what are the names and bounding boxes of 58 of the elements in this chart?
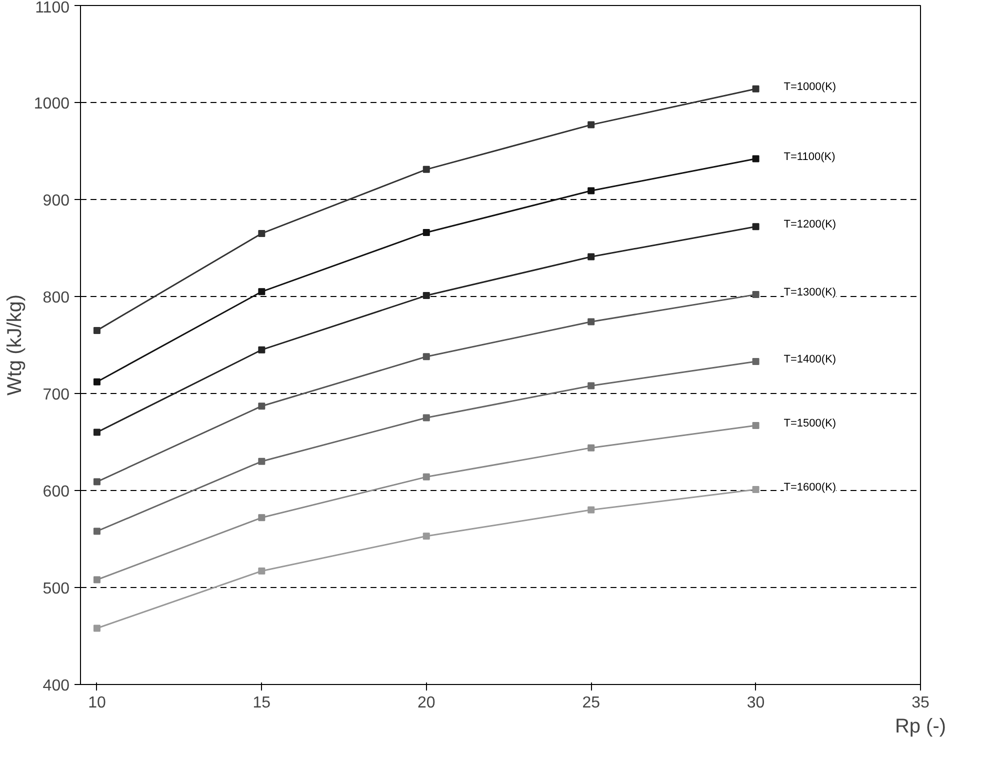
point [258, 402, 266, 410]
x-tick-label: 20 [417, 694, 436, 712]
text: T=1100(K) [784, 150, 836, 163]
text: T=1600(K) [784, 482, 836, 494]
point [93, 478, 100, 486]
point [752, 358, 760, 365]
point [258, 230, 266, 237]
y-tick-label: 500 [42, 580, 70, 598]
point [422, 353, 430, 360]
y-tick-label: 400 [42, 678, 70, 694]
point [422, 414, 430, 422]
x-tick-label: 10 [88, 694, 106, 712]
point [752, 223, 760, 230]
point [258, 458, 266, 465]
point [93, 624, 100, 632]
point [588, 444, 595, 452]
point [588, 506, 595, 514]
y-tick-label: 900 [42, 192, 70, 210]
point [752, 486, 760, 494]
point [258, 568, 266, 575]
text: T=1500(K) [784, 418, 836, 430]
point [258, 288, 266, 296]
text: T=1300(K) [784, 286, 836, 299]
point [258, 514, 266, 522]
point [422, 292, 430, 300]
y-tick-label: 1100 [35, 0, 70, 16]
point [258, 346, 266, 354]
point [422, 166, 430, 173]
point [93, 576, 100, 584]
text: T=1200(K) [784, 218, 836, 231]
y-tick-label: 800 [42, 290, 70, 306]
point [588, 382, 595, 390]
y-tick-label: 600 [42, 484, 70, 500]
point [752, 85, 760, 92]
point [422, 473, 430, 480]
point [422, 532, 430, 540]
point [588, 253, 595, 260]
point [93, 326, 100, 334]
x-tick-label: 30 [746, 694, 765, 712]
point [93, 378, 100, 386]
point [752, 291, 760, 298]
y-axis-title: Wtg (kJ/kg) [4, 294, 26, 396]
x-axis-title: Rp (-) [894, 716, 946, 738]
x-tick-label: 25 [582, 694, 600, 712]
point [93, 428, 100, 436]
point [422, 228, 430, 236]
y-tick-label: 700 [42, 386, 70, 404]
point [752, 155, 760, 162]
x-tick-label: 35 [912, 694, 930, 712]
text: T=1400(K) [784, 353, 836, 366]
x-tick-label: 15 [252, 694, 271, 712]
point [588, 187, 595, 194]
point [588, 318, 595, 326]
y-tick-label: 1000 [34, 96, 70, 112]
point [588, 121, 595, 128]
text: T=1000(K) [784, 80, 836, 93]
point [752, 422, 760, 430]
point [93, 528, 100, 535]
